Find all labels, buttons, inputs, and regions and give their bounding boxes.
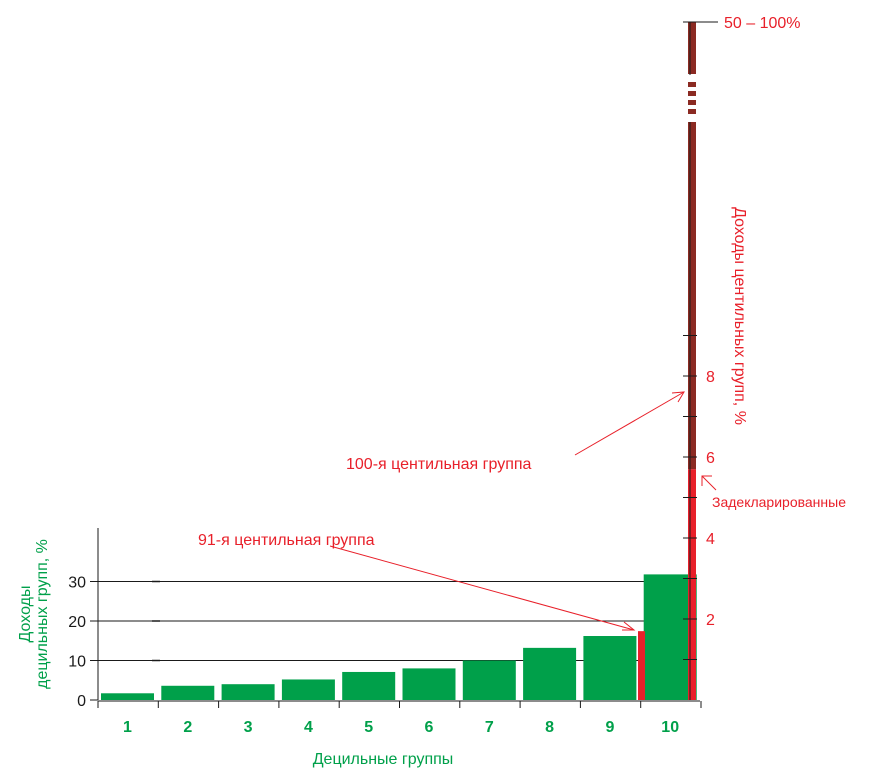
left-axis-tick-label: 0 xyxy=(77,693,86,710)
centile-100-arrowhead xyxy=(671,391,685,403)
x-tick-label-7: 7 xyxy=(485,719,494,736)
x-tick-label-2: 2 xyxy=(183,719,192,736)
centile-100-break-dash xyxy=(688,100,696,105)
centile-91-arrow xyxy=(329,545,635,631)
decile-bar-8 xyxy=(523,647,577,700)
x-axis-label: Децильные группы xyxy=(313,751,454,768)
right-axis-tick-label: 4 xyxy=(706,531,715,548)
declared-label: Задекларированные xyxy=(712,494,846,510)
left-axis-tick-label: 20 xyxy=(68,614,86,631)
left-y-axis-label: Доходыдецильных групп, % xyxy=(17,539,51,689)
right-axis-tick-label: 8 xyxy=(706,369,715,386)
centile-100-break-dash xyxy=(688,82,696,87)
declared-arrowhead xyxy=(701,475,712,486)
x-tick-label-4: 4 xyxy=(304,719,313,736)
right-axis-top-label: 50 – 100% xyxy=(724,15,801,32)
left-axis-tick-label: 10 xyxy=(68,654,86,671)
left-axis-tick-label: 30 xyxy=(68,575,86,592)
right-y-axis: 2 4 6 8 50 – 100% xyxy=(683,15,801,700)
x-tick-label-9: 9 xyxy=(605,719,614,736)
x-tick-label-6: 6 xyxy=(425,719,434,736)
centile-100-declared-bar xyxy=(688,469,696,700)
decile-bar-3 xyxy=(221,684,275,700)
decile-bars xyxy=(101,574,697,700)
centile-100-break-dash xyxy=(688,91,696,96)
declared-arrow xyxy=(701,475,717,491)
centile-100-break-dash xyxy=(688,109,696,114)
decile-bar-5 xyxy=(342,671,396,700)
decile-bar-2 xyxy=(161,685,215,700)
x-tick-label-8: 8 xyxy=(545,719,554,736)
centile-100-upper-bar xyxy=(688,122,696,470)
decile-bar-9 xyxy=(583,636,637,700)
x-tick-label-3: 3 xyxy=(244,719,253,736)
x-tick-label-5: 5 xyxy=(364,719,373,736)
left-y-axis-label-line1: Доходы xyxy=(17,586,34,643)
x-tick-label-1: 1 xyxy=(123,719,132,736)
decile-bar-4 xyxy=(281,679,335,700)
left-y-axis: 0 10 20 30 xyxy=(68,528,99,710)
decile-bar-6 xyxy=(402,668,456,700)
right-axis-tick-label: 6 xyxy=(706,450,715,467)
centile-100-top-bar xyxy=(688,22,696,74)
decile-bar-10 xyxy=(643,574,697,700)
x-axis: 1 2 3 4 5 6 7 8 9 10 xyxy=(97,700,702,736)
left-y-axis-label-line2: децильных групп, % xyxy=(34,539,51,689)
centile-bars xyxy=(638,22,696,700)
centile-100-label: 100-я центильная группа xyxy=(346,456,532,473)
right-y-axis-label: Доходы центильных групп, % xyxy=(731,207,748,425)
decile-bar-1 xyxy=(101,693,154,700)
centile-100-arrow xyxy=(574,391,685,456)
x-tick-label-10: 10 xyxy=(661,719,679,736)
centile-91-arrowhead xyxy=(622,621,636,631)
centile-91-bar xyxy=(638,631,645,700)
decile-bar-7 xyxy=(462,660,516,700)
centile-91-label: 91-я центильная группа xyxy=(198,532,375,549)
right-axis-tick-label: 2 xyxy=(706,612,715,629)
